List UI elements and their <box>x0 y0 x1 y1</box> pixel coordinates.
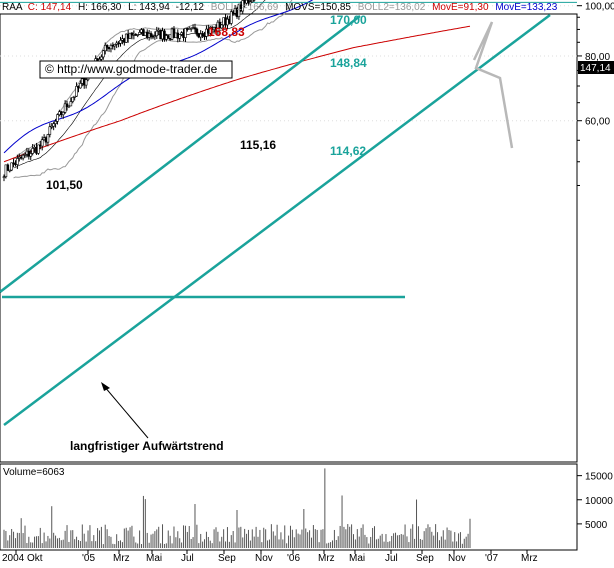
candle-body <box>150 34 152 37</box>
level-label: 168,83 <box>208 25 245 39</box>
x-tick-label: Mai <box>349 553 365 563</box>
header-move2: MovE=133,23 <box>495 2 557 13</box>
candle-body <box>56 115 58 122</box>
header-boll2: BOLL2=136,02 <box>358 2 426 13</box>
candle-body <box>7 165 9 171</box>
header-symbol: RAA <box>2 2 23 13</box>
x-tick-label: Nov <box>255 553 273 563</box>
x-tick-label: Mrz <box>113 553 130 563</box>
candle-body <box>32 148 34 153</box>
candle-body <box>72 97 74 101</box>
header-change: -12,12 <box>176 2 205 13</box>
volume-tick-label: 5000 <box>585 520 608 531</box>
trend-annotation: langfristiger Aufwärtstrend <box>70 439 224 453</box>
x-tick-label: '07 <box>485 553 498 563</box>
header-movs: MOVS=150,85 <box>285 2 351 13</box>
x-tick-label: '05 <box>82 553 95 563</box>
candle-body <box>70 102 72 106</box>
candle-body <box>156 31 158 36</box>
x-tick-label: Jul <box>385 553 398 563</box>
header-line: RAA C: 147,14 H: 166,30 L: 143,94 -12,12… <box>2 2 558 13</box>
candle-body <box>184 29 186 38</box>
header-close: C: 147,14 <box>28 2 72 13</box>
x-tick-label: '06 <box>287 553 300 563</box>
x-tick-label: 2004 Okt <box>2 553 43 563</box>
header-high: H: 166,30 <box>78 2 122 13</box>
candle-body <box>16 158 18 164</box>
candle-body <box>179 34 181 38</box>
y-tick-label: 60,00 <box>585 117 610 128</box>
x-tick-label: Mai <box>146 553 162 563</box>
candle-body <box>85 80 87 85</box>
header-move1: MovE=91,30 <box>432 2 489 13</box>
candle-body <box>49 127 51 135</box>
x-tick-label: Sep <box>416 553 434 563</box>
x-tick-label: Mrz <box>521 553 538 563</box>
price-tag: 147,14 <box>580 63 611 74</box>
candle-body <box>30 153 32 156</box>
x-tick-label: Nov <box>448 553 466 563</box>
candle-body <box>196 29 198 34</box>
level-label: 101,50 <box>46 178 83 192</box>
candle-body <box>167 36 169 39</box>
candle-body <box>55 121 57 123</box>
level-label: 148,84 <box>330 56 367 70</box>
copyright-text: © http://www.godmode-trader.de <box>45 62 218 76</box>
x-tick-label: Sep <box>218 553 236 563</box>
x-tick-label: Jul <box>181 553 194 563</box>
candle-body <box>139 32 141 34</box>
level-label: 114,62 <box>330 144 366 158</box>
header-low: L: 143,94 <box>128 2 170 13</box>
candle-body <box>106 45 108 47</box>
header-boll1: BOLL1=166,69 <box>211 2 279 13</box>
candle-body <box>47 134 49 142</box>
level-label: 170,00 <box>330 13 367 27</box>
candle-body <box>100 57 102 59</box>
volume-label: Volume=6063 <box>3 467 65 478</box>
y-tick-label: 100,00 <box>585 2 614 13</box>
volume-tick-label: 10000 <box>585 496 613 507</box>
candle-body <box>79 83 81 88</box>
candle-body <box>62 112 64 114</box>
candle-body <box>120 40 122 43</box>
level-label: 115,16 <box>240 138 276 152</box>
candle-body <box>102 51 104 57</box>
x-tick-label: Mrz <box>318 553 335 563</box>
candle-body <box>53 124 55 127</box>
volume-tick-label: 15000 <box>585 472 613 483</box>
candle-body <box>41 140 43 146</box>
